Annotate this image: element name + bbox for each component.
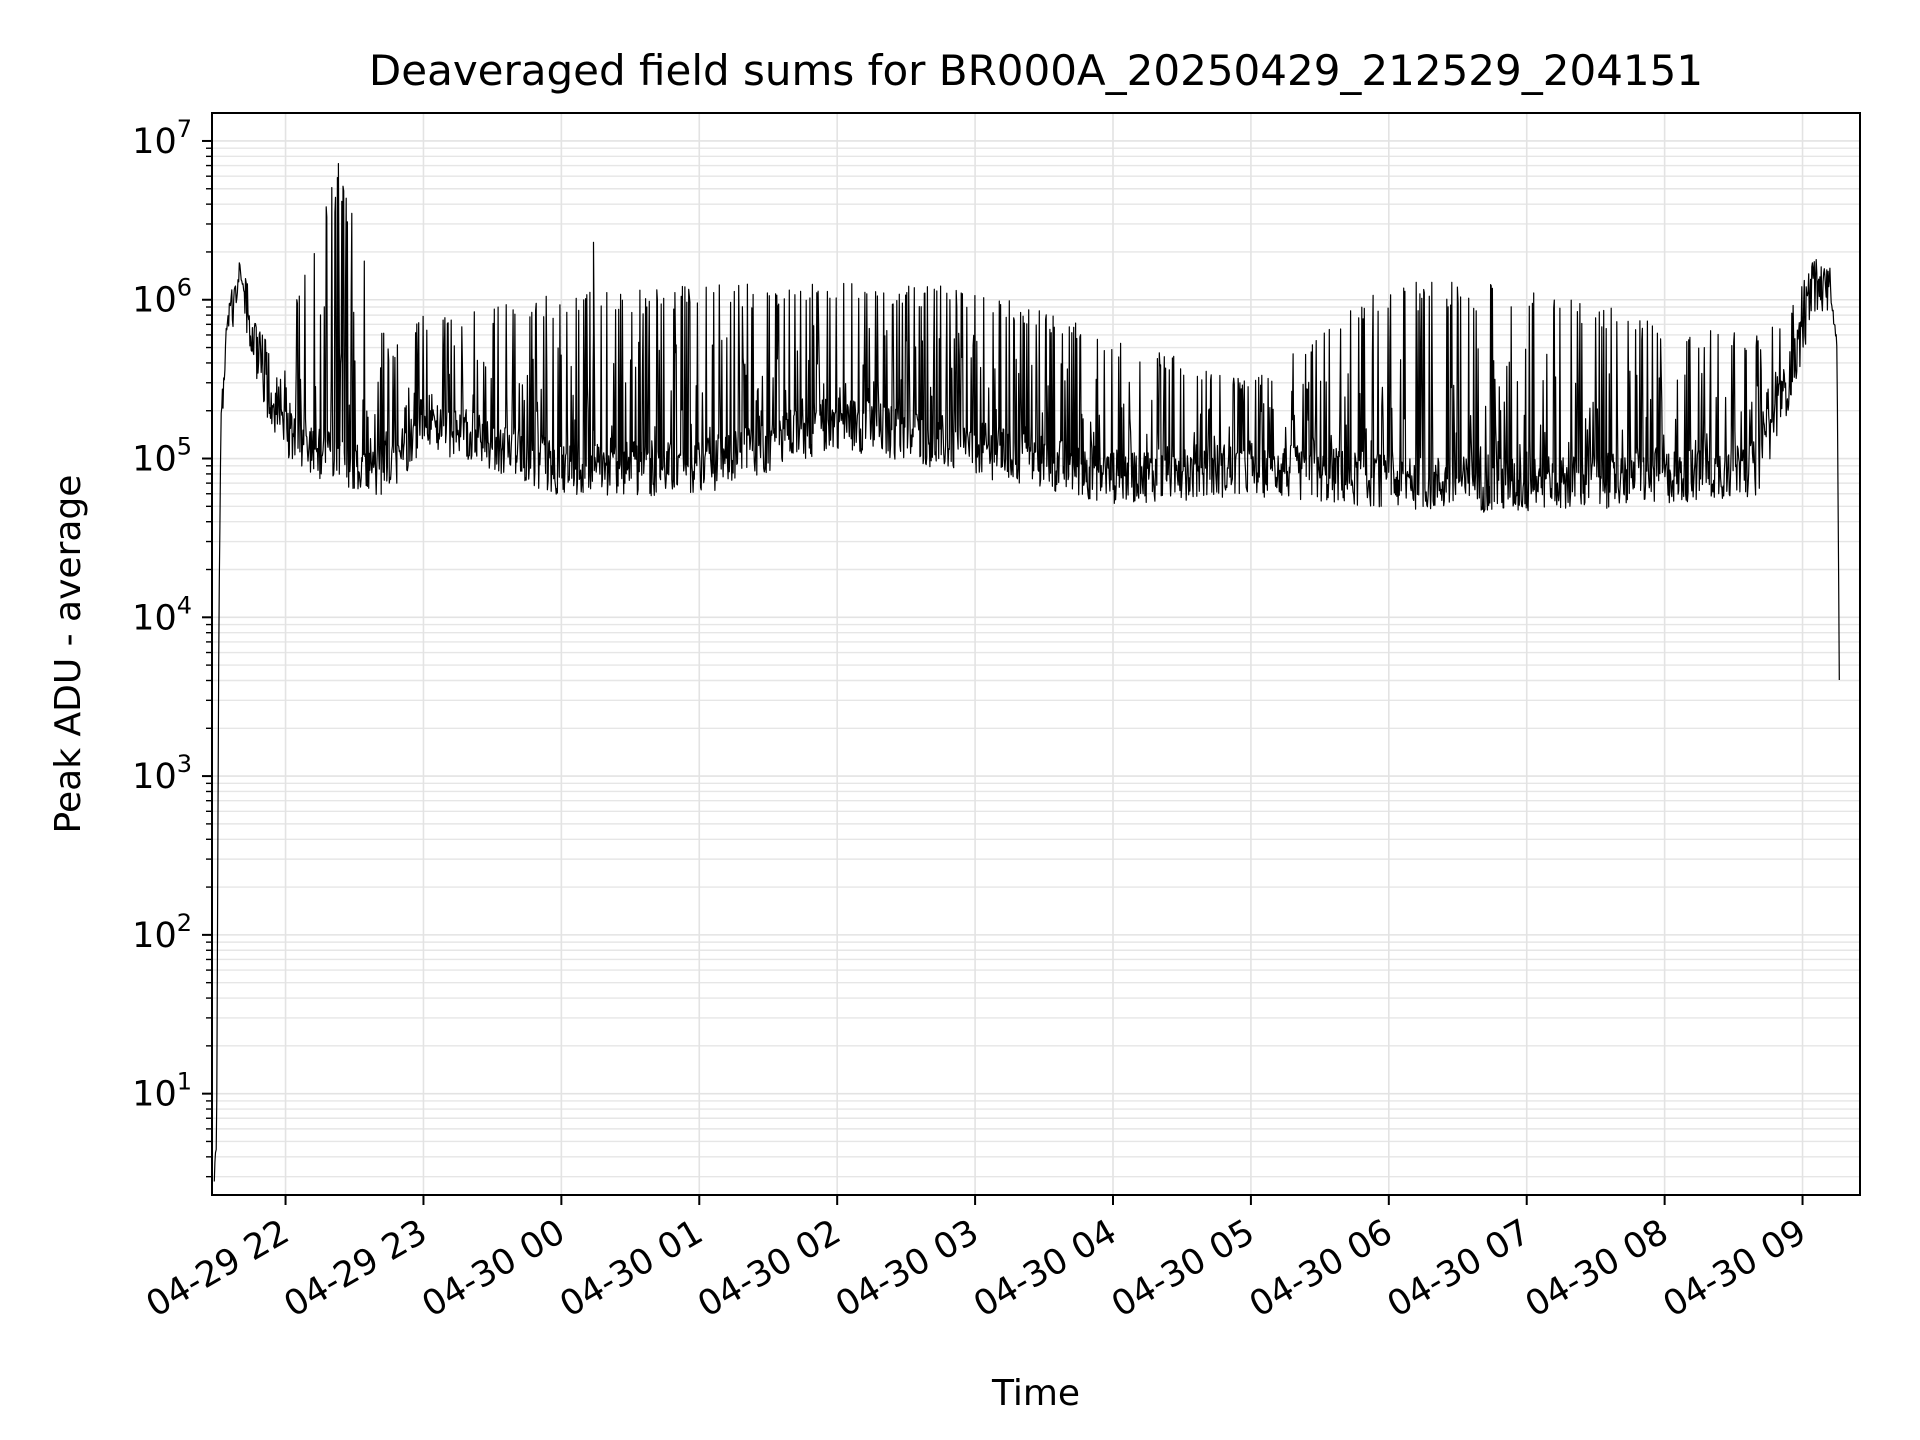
y-tick-label: 104 bbox=[132, 591, 192, 638]
y-axis: 101 102 103 104 105 106 107 bbox=[132, 115, 212, 1178]
x-axis-label: Time bbox=[991, 1373, 1080, 1414]
major-grid bbox=[212, 113, 1860, 1195]
y-axis-label: Peak ADU - average bbox=[48, 475, 89, 834]
y-tick-label: 103 bbox=[132, 750, 192, 797]
y-tick-label: 107 bbox=[132, 115, 192, 162]
plot-area bbox=[213, 163, 1840, 1182]
chart-title: Deaveraged field sums for BR000A_2025042… bbox=[369, 46, 1703, 95]
y-tick-label: 101 bbox=[132, 1068, 192, 1115]
series-line bbox=[213, 163, 1840, 1182]
axes-frame bbox=[211, 112, 1861, 1196]
y-tick-label: 106 bbox=[132, 274, 192, 321]
y-tick-label: 105 bbox=[132, 433, 192, 480]
y-tick-label: 102 bbox=[132, 909, 192, 956]
